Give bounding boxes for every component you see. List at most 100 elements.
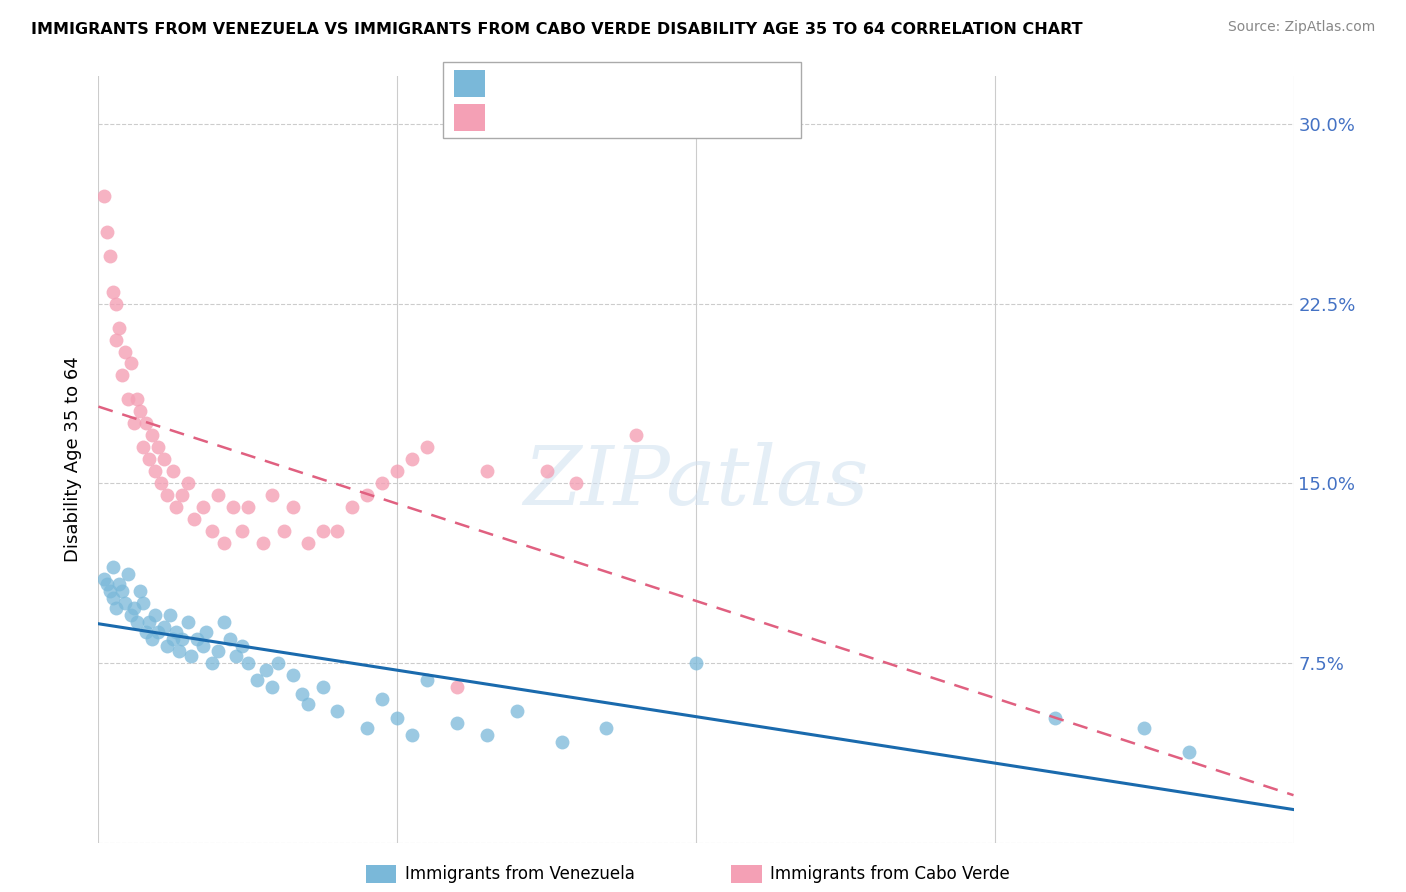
Point (153, 452, 176, 467)
Point (135, 624, 157, 639)
Point (103, 591, 125, 606)
Point (416, 673, 439, 687)
Point (1133, 721, 1156, 735)
Point (326, 524, 349, 539)
Point (124, 417, 146, 431)
Point (260, 488, 283, 502)
Text: IMMIGRANTS FROM VENEZUELA VS IMMIGRANTS FROM CABO VERDE DISABILITY AGE 35 TO 64 : IMMIGRANTS FROM VENEZUELA VS IMMIGRANTS … (31, 22, 1083, 37)
Point (138, 615, 160, 630)
Point (475, 728, 498, 742)
Point (446, 680, 468, 694)
Point (103, 560, 125, 574)
Point (311, 524, 333, 539)
Point (111, 584, 134, 599)
Text: Immigrants from Cabo Verde: Immigrants from Cabo Verde (770, 865, 1011, 883)
Point (191, 500, 214, 515)
Point (254, 664, 277, 678)
Point (148, 441, 170, 455)
Point (297, 697, 319, 711)
Point (356, 488, 378, 502)
Point (475, 464, 498, 478)
Point (222, 500, 245, 515)
Point (167, 644, 190, 658)
Y-axis label: Disability Age 35 to 64: Disability Age 35 to 64 (65, 357, 83, 562)
Point (273, 524, 295, 539)
Point (153, 620, 176, 634)
Point (96, 577, 118, 591)
Point (281, 500, 304, 515)
Point (114, 596, 136, 610)
Point (172, 632, 194, 647)
Point (127, 392, 149, 407)
Point (93, 188, 115, 202)
Point (150, 476, 173, 491)
Point (129, 584, 152, 599)
Point (416, 441, 439, 455)
Point (207, 488, 229, 502)
Point (129, 404, 152, 418)
Point (172, 488, 194, 502)
Point (191, 640, 214, 654)
Point (236, 656, 259, 670)
Point (550, 735, 572, 749)
Point (201, 524, 224, 539)
Point (148, 624, 170, 639)
Point (127, 615, 149, 630)
Point (446, 716, 468, 731)
Point (401, 728, 423, 742)
Point (132, 441, 155, 455)
Point (93, 572, 115, 586)
Point (162, 632, 184, 647)
Point (162, 464, 184, 478)
Point (165, 624, 187, 639)
Point (180, 648, 202, 663)
Text: Immigrants from Venezuela: Immigrants from Venezuela (405, 865, 634, 883)
Point (536, 464, 558, 478)
Point (356, 721, 378, 735)
Point (98, 249, 122, 263)
Point (506, 704, 529, 718)
Point (117, 567, 139, 582)
Point (108, 577, 131, 591)
Point (159, 608, 181, 623)
Point (685, 656, 707, 670)
Point (207, 644, 229, 658)
Point (105, 296, 128, 310)
Point (143, 608, 166, 623)
Point (177, 476, 200, 491)
Point (1178, 745, 1201, 759)
Point (565, 476, 588, 491)
Point (103, 285, 125, 299)
Point (219, 632, 242, 647)
Point (111, 368, 134, 383)
Point (291, 687, 314, 701)
Point (267, 656, 290, 670)
Point (195, 624, 218, 639)
Point (124, 601, 146, 615)
Point (385, 464, 409, 478)
Point (281, 668, 304, 682)
Point (371, 476, 394, 491)
Point (186, 632, 208, 647)
Point (120, 608, 142, 623)
Text: R = -0.438   N = 62: R = -0.438 N = 62 (496, 76, 703, 95)
Point (98, 584, 122, 599)
Text: R =  0.179   N = 53: R = 0.179 N = 53 (496, 111, 703, 128)
Point (311, 680, 333, 694)
Point (231, 640, 253, 654)
Point (156, 640, 179, 654)
Point (246, 673, 269, 687)
Point (132, 596, 155, 610)
Point (165, 500, 187, 515)
Point (385, 711, 409, 725)
Point (183, 512, 205, 526)
Point (201, 656, 224, 670)
Point (135, 417, 157, 431)
Point (138, 452, 160, 467)
Point (120, 356, 142, 370)
Point (117, 392, 139, 407)
Point (401, 452, 423, 467)
Point (231, 524, 253, 539)
Point (105, 601, 128, 615)
Point (156, 488, 179, 502)
